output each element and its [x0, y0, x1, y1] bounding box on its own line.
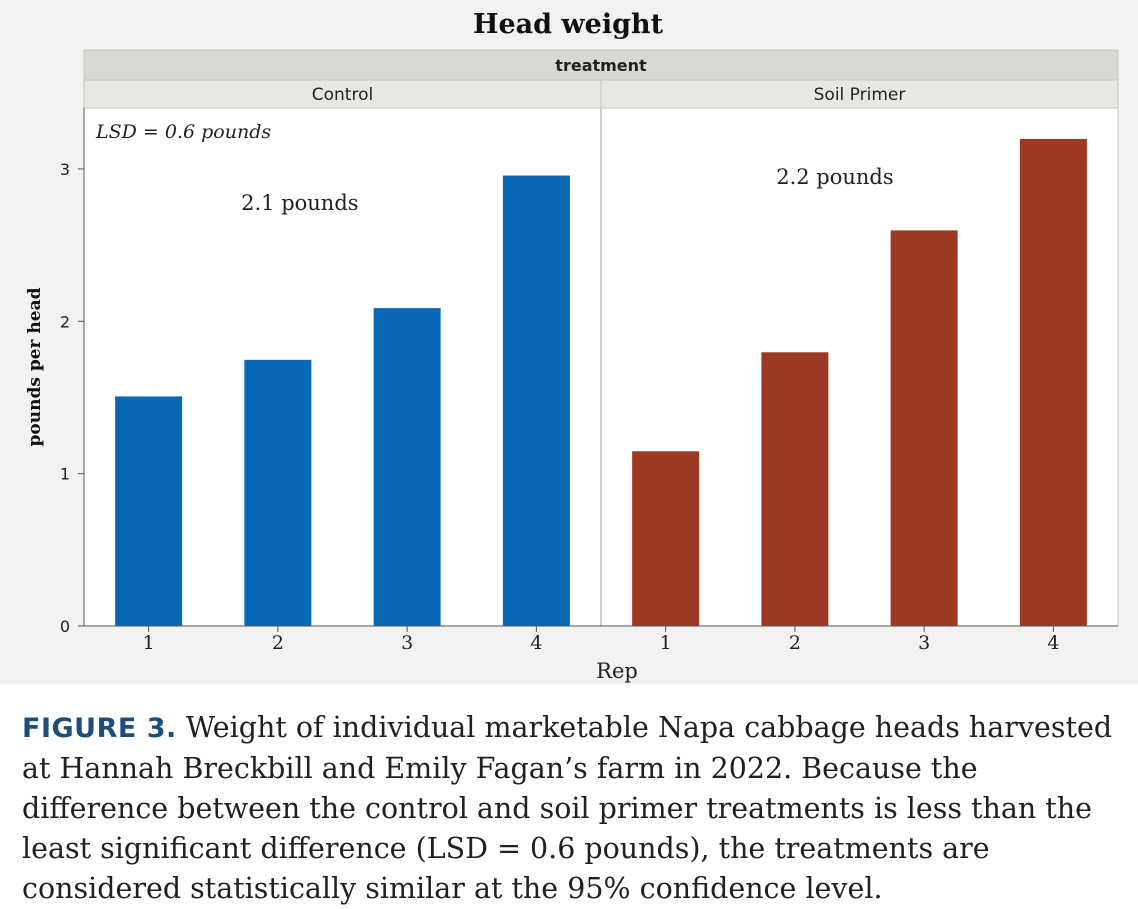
facet-strip-0	[83, 79, 602, 109]
x-tick-label-1-1: 2	[789, 632, 801, 654]
facet-variable-label: treatment	[555, 56, 647, 75]
bar-0-2	[372, 307, 442, 627]
figure-caption: FIGURE 3. Weight of individual marketabl…	[22, 708, 1118, 909]
x-tick-label-0-0: 1	[143, 632, 155, 654]
bar-1-1	[760, 351, 830, 627]
x-tick-label-0-1: 2	[272, 632, 284, 654]
chart-area: Head weight treatment Control 1 2 3 4 2.1 poun…	[0, 0, 1138, 684]
bar-0-0	[114, 395, 184, 627]
caption-label: FIGURE 3.	[22, 713, 177, 744]
x-tick-label-0-3: 4	[530, 632, 542, 654]
y-tick-label-3: 3	[60, 160, 70, 179]
bar-0-1	[243, 358, 313, 627]
facet-label-1: Soil Primer	[814, 85, 906, 105]
x-tick-label-1-2: 3	[918, 632, 930, 654]
head-weight-chart: Head weight treatment Control 1 2 3 4 2.1 poun…	[25, 9, 1119, 683]
x-axis-label: Rep	[596, 659, 638, 683]
chart-title: Head weight	[473, 9, 664, 40]
y-tick-label-0: 0	[60, 617, 70, 636]
caption-text: Weight of individual marketable Napa cab…	[22, 711, 1113, 905]
mean-label-1: 2.2 pounds	[776, 165, 893, 189]
bar-0-3	[501, 174, 571, 627]
x-tick-label-0-2: 3	[401, 632, 413, 654]
bar-1-0	[631, 450, 701, 627]
bar-1-3	[1018, 137, 1088, 627]
facet-label-0: Control	[312, 85, 373, 105]
y-tick-label-1: 1	[60, 465, 70, 484]
facet-variable-strip	[83, 49, 1119, 81]
y-tick-label-2: 2	[60, 312, 70, 331]
x-tick-label-1-3: 4	[1047, 632, 1059, 654]
x-tick-label-1-0: 1	[660, 632, 672, 654]
lsd-annotation: LSD = 0.6 pounds	[95, 121, 271, 143]
y-axis-label: pounds per head	[25, 287, 45, 446]
facet-strip-1	[600, 79, 1119, 109]
bar-1-2	[889, 229, 959, 627]
mean-label-0: 2.1 pounds	[241, 191, 358, 215]
